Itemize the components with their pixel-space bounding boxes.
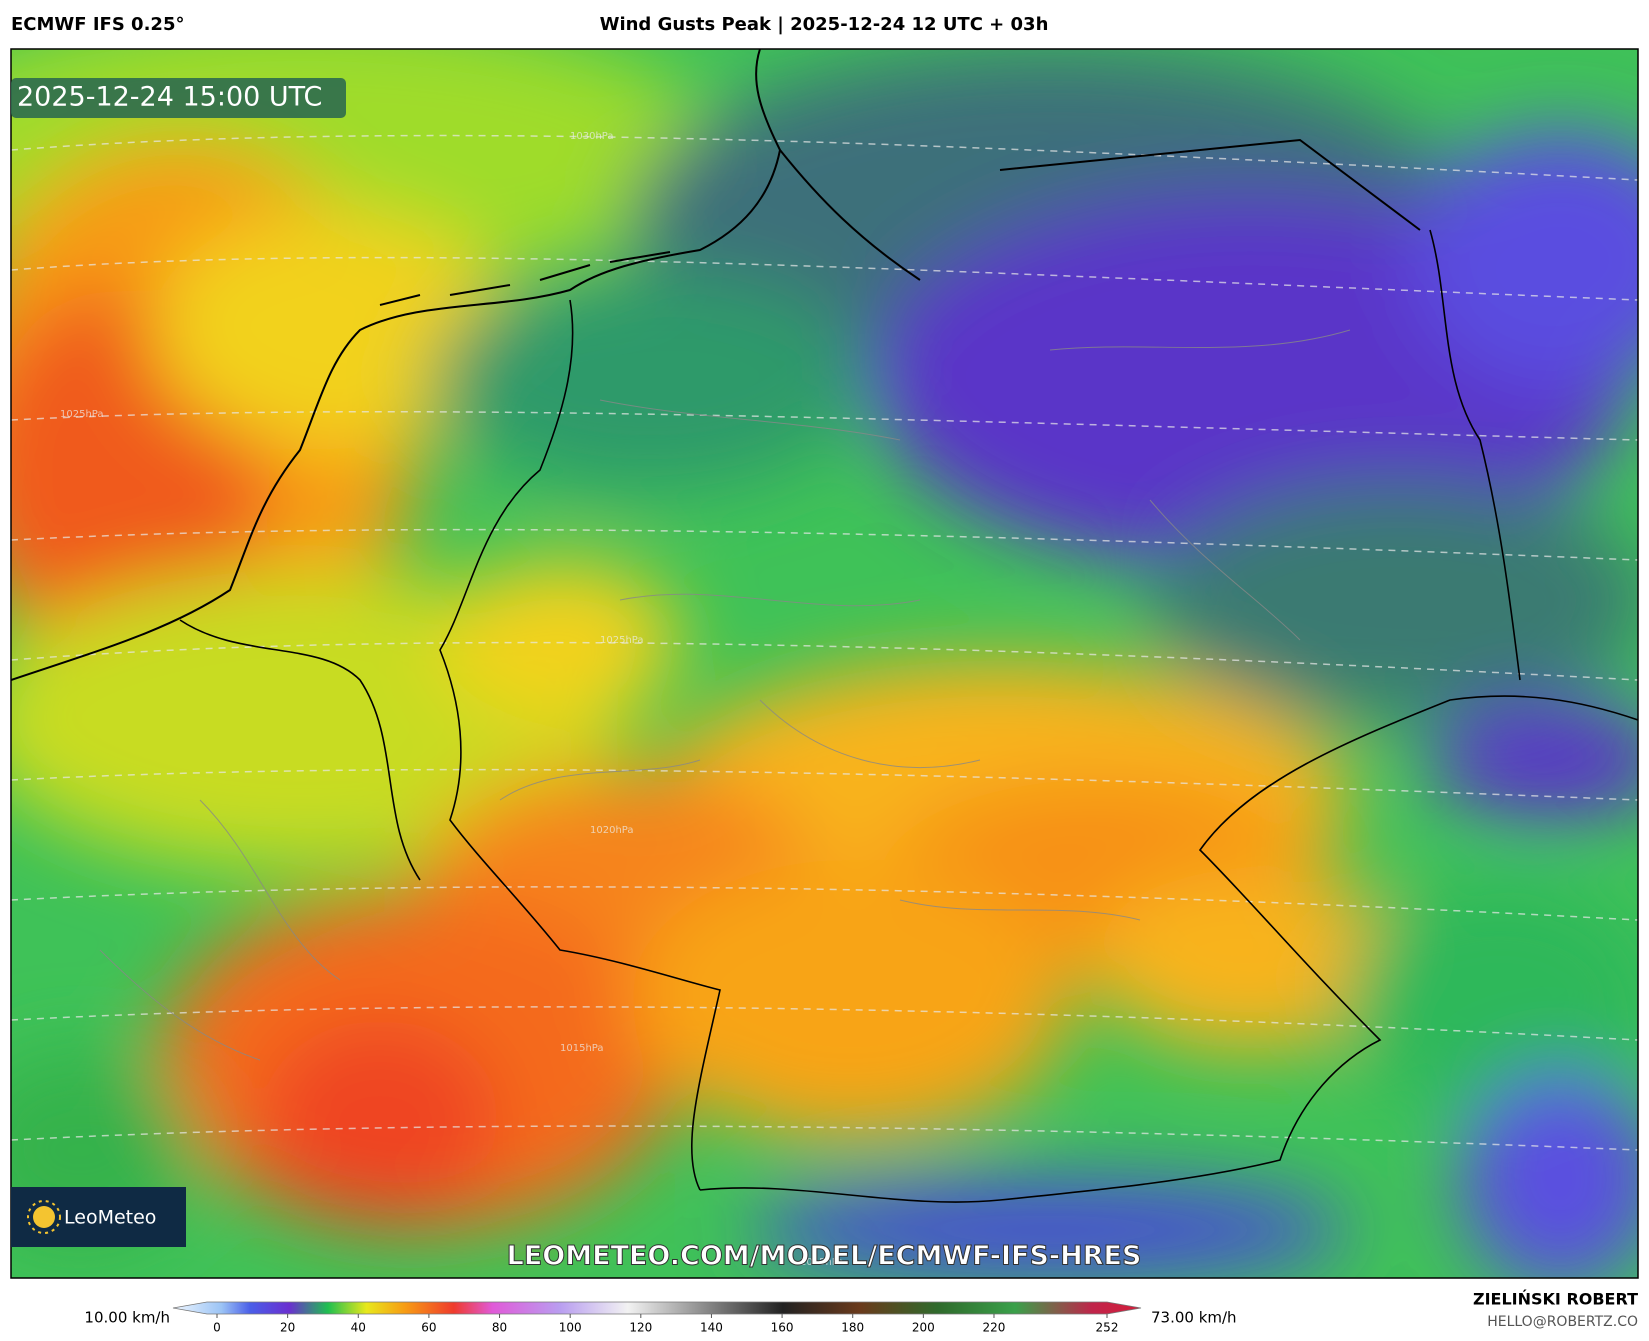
colorbar-tick-label: 60	[421, 1321, 436, 1335]
email: HELLO@ROBERTZ.CO	[1487, 1314, 1638, 1330]
regions	[99, 329, 1351, 1061]
author: ZIELIŃSKI ROBERT	[1473, 1290, 1638, 1309]
logo-rays	[27, 1200, 61, 1234]
map-title: Wind Gusts Peak | 2025-12-24 12 UTC + 03…	[600, 14, 1049, 35]
colorbar-tick-label: 180	[841, 1321, 864, 1335]
colorbar-tick-label: 20	[280, 1321, 295, 1335]
colorbar-tick-label: 140	[700, 1321, 723, 1335]
isobar-label: 1025hPa	[600, 635, 644, 646]
isobar-label: 1025hPa	[60, 409, 104, 420]
colorbar-tick-label: 220	[983, 1321, 1006, 1335]
model-label: ECMWF IFS 0.25°	[11, 14, 184, 35]
borders	[179, 229, 1638, 1203]
timestamp: 2025-12-24 15:00 UTC	[17, 82, 322, 113]
isobar-label: 1020hPa	[590, 825, 634, 836]
watermark: LEOMETEO.COM/MODEL/ECMWF-IFS-HRES	[507, 1241, 1142, 1272]
colorbar-max-label: 73.00 km/h	[1151, 1309, 1237, 1327]
colorbar-tick-label: 0	[213, 1321, 221, 1335]
colorbar-tick-label: 40	[351, 1321, 366, 1335]
colorbar-tick-label: 120	[629, 1321, 652, 1335]
logo-text: LeoMeteo	[64, 1207, 156, 1229]
colorbar-min-label: 10.00 km/h	[84, 1309, 170, 1327]
isobar-label: 1015hPa	[560, 1043, 604, 1054]
coastline	[11, 49, 1421, 681]
map: 1030hPa 1025hPa 1025hPa 1020hPa 1015hPa 1015h…	[11, 49, 1638, 1278]
isobars	[11, 134, 1638, 1151]
colorbar-tick-label: 252	[1096, 1321, 1119, 1335]
colorbar-tick-label: 100	[559, 1321, 582, 1335]
colorbar-tick-label: 160	[771, 1321, 794, 1335]
colorbar	[172, 1301, 1142, 1315]
timestamp-box	[11, 78, 346, 118]
map-frame	[10, 48, 1639, 1279]
colorbar-tick-label: 80	[492, 1321, 507, 1335]
isobar-label: 1015hPa	[800, 1257, 844, 1268]
logo-sun	[33, 1206, 55, 1228]
isobar-label: 1030hPa	[570, 131, 614, 142]
colorbar-tick-label: 200	[912, 1321, 935, 1335]
